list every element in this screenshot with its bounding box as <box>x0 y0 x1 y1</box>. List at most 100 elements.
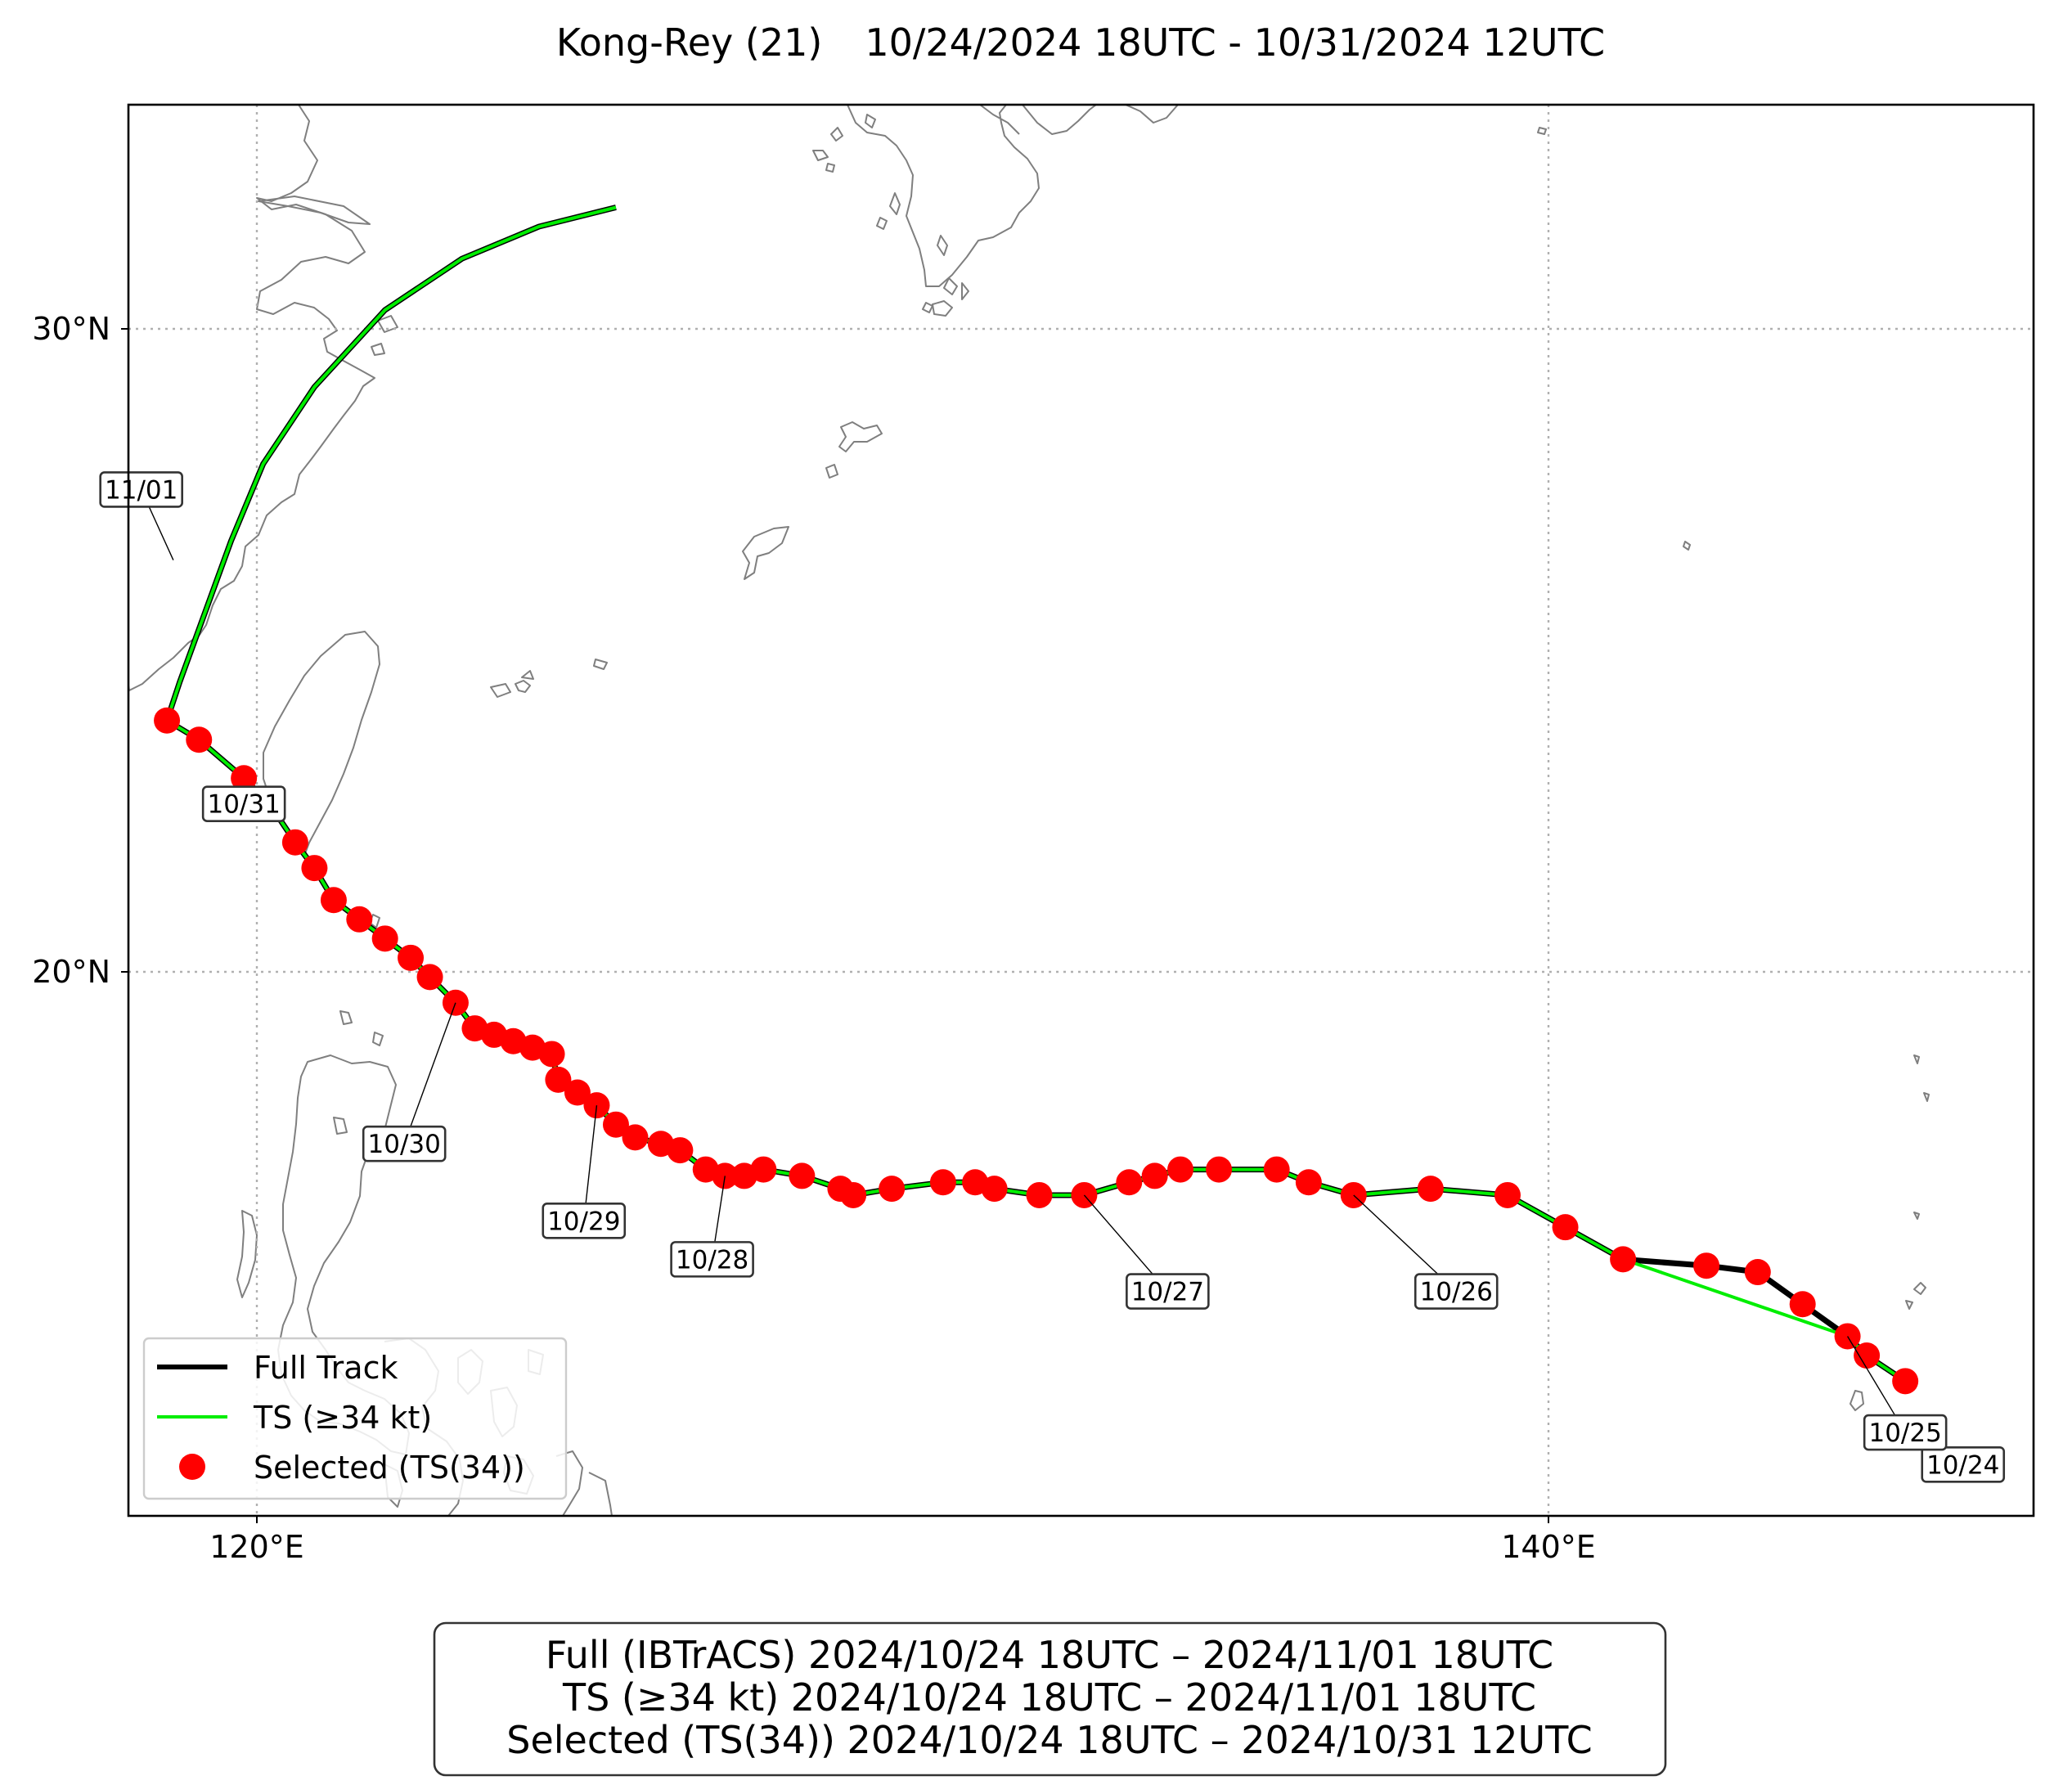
coastline-ryukyu <box>490 421 883 698</box>
selected-point-49 <box>281 829 308 856</box>
legend-label-selected: Selected (TS(34)) <box>254 1450 525 1486</box>
selected-point-21 <box>929 1169 956 1196</box>
selected-point-51 <box>186 726 213 753</box>
selected-point-50 <box>231 765 258 792</box>
coastline-kyushu <box>847 105 1179 287</box>
selected-point-35 <box>564 1079 591 1106</box>
date-label-text-8: 11/01 <box>105 475 178 505</box>
summary-line-selected: Selected (TS(34)) 2024/10/24 18UTC – 202… <box>506 1718 1592 1762</box>
date-label-text-3: 10/27 <box>1131 1278 1204 1307</box>
coastline-taiwan <box>263 631 380 857</box>
selected-point-1 <box>1854 1342 1881 1369</box>
selected-point-27 <box>730 1162 757 1189</box>
date-label-0: 10/24 <box>1921 1446 2006 1483</box>
date-box-7 <box>201 785 286 822</box>
selected-point-33 <box>602 1111 629 1138</box>
coastline-mindoro <box>236 1210 258 1298</box>
date-label-3: 10/27 <box>1083 1194 1210 1310</box>
selected-point-13 <box>1206 1156 1233 1183</box>
selected-point-7 <box>1552 1214 1579 1241</box>
date-label-2: 10/26 <box>1353 1194 1499 1310</box>
selected-point-22 <box>879 1176 906 1203</box>
summary-line-full: Full (IBTrACS) 2024/10/24 18UTC – 2024/1… <box>546 1633 1553 1677</box>
y-tick-label-20: 20°N <box>32 954 110 990</box>
date-label-text-7: 10/31 <box>207 790 280 820</box>
date-box-5 <box>542 1203 627 1239</box>
chart-title: Kong-Rey (21) 10/24/2024 18UTC - 10/31/20… <box>556 20 1605 65</box>
selected-point-9 <box>1417 1176 1444 1203</box>
legend-swatch-selected <box>179 1454 205 1480</box>
date-label-5: 10/29 <box>542 1105 627 1239</box>
x-tick-label-140: 140°E <box>1501 1529 1596 1565</box>
date-label-text-1: 10/25 <box>1868 1419 1941 1448</box>
coastline-yakushima <box>932 300 953 317</box>
date-label-text-5: 10/29 <box>547 1207 620 1236</box>
date-box-2 <box>1414 1273 1499 1310</box>
selected-point-52 <box>154 707 181 734</box>
legend-label-full: Full Track <box>254 1350 398 1386</box>
track-layer <box>154 205 1919 1395</box>
date-box-3 <box>1126 1273 1210 1310</box>
selected-point-41 <box>461 1015 488 1042</box>
date-box-4 <box>670 1241 754 1278</box>
y-tick-label-30: 30°N <box>32 311 110 347</box>
coastline-zhoushan <box>371 315 398 356</box>
selected-point-46 <box>346 906 373 933</box>
selected-point-18 <box>1026 1181 1053 1208</box>
selected-point-0 <box>1892 1368 1919 1395</box>
selected-point-44 <box>398 944 425 971</box>
coastline-china <box>128 105 375 691</box>
coastlines <box>128 105 1930 1516</box>
selected-point-5 <box>1693 1252 1720 1279</box>
plot-frame <box>127 103 2035 1517</box>
date-label-6: 10/30 <box>362 1002 456 1162</box>
date-label-text-0: 10/24 <box>1926 1450 1999 1480</box>
selected-point-31 <box>647 1131 674 1158</box>
selected-point-11 <box>1295 1169 1322 1196</box>
selected-point-24 <box>827 1176 854 1203</box>
date-box-1 <box>1863 1414 1948 1451</box>
selected-point-48 <box>301 855 328 882</box>
selected-point-43 <box>416 964 443 991</box>
date-label-text-2: 10/26 <box>1420 1278 1493 1307</box>
coastline-japan-islands <box>812 114 969 313</box>
selected-point-20 <box>962 1169 989 1196</box>
selected-point-3 <box>1789 1291 1816 1318</box>
selected-point-29 <box>692 1156 719 1183</box>
summary-line-ts: TS (≥34 kt) 2024/10/24 18UTC – 2024/11/0… <box>562 1675 1536 1720</box>
selected-point-12 <box>1263 1156 1290 1183</box>
selected-point-47 <box>320 887 347 914</box>
date-label-text-6: 10/30 <box>368 1130 441 1159</box>
selected-points <box>154 707 1919 1395</box>
selected-point-45 <box>371 925 398 952</box>
selected-point-32 <box>622 1124 649 1151</box>
date-box-6 <box>362 1125 447 1162</box>
coastline-chongming <box>258 196 371 225</box>
selected-point-16 <box>1116 1169 1143 1196</box>
legend-label-ts: TS (≥34 kt) <box>253 1400 432 1436</box>
summary-box: Full (IBTrACS) 2024/10/24 18UTC – 2024/1… <box>433 1621 1667 1777</box>
selected-point-6 <box>1610 1246 1637 1273</box>
date-leader-6 <box>403 1002 456 1144</box>
gridlines <box>128 105 2034 1516</box>
ticks: 120°E 140°E 20°N 30°N <box>32 311 1596 1565</box>
date-box-8 <box>99 471 183 508</box>
date-label-4: 10/28 <box>670 1176 754 1278</box>
selected-point-4 <box>1744 1259 1771 1286</box>
coastline-pacific-islets <box>1537 127 1930 1411</box>
date-label-text-4: 10/28 <box>676 1245 748 1275</box>
selected-point-36 <box>545 1066 572 1093</box>
date-leader-5 <box>583 1105 598 1221</box>
date-box-0 <box>1921 1446 2006 1483</box>
selected-point-15 <box>1141 1162 1168 1189</box>
selected-point-25 <box>789 1162 816 1189</box>
x-tick-label-120: 120°E <box>209 1529 304 1565</box>
selected-point-14 <box>1167 1156 1194 1183</box>
selected-point-8 <box>1494 1181 1521 1208</box>
legend: Full Track TS (≥34 kt) Selected (TS(34)) <box>142 1337 568 1500</box>
date-label-8: 11/01 <box>99 471 183 560</box>
date-label-7: 10/31 <box>201 785 286 822</box>
date-label-1: 10/25 <box>1846 1336 1948 1451</box>
